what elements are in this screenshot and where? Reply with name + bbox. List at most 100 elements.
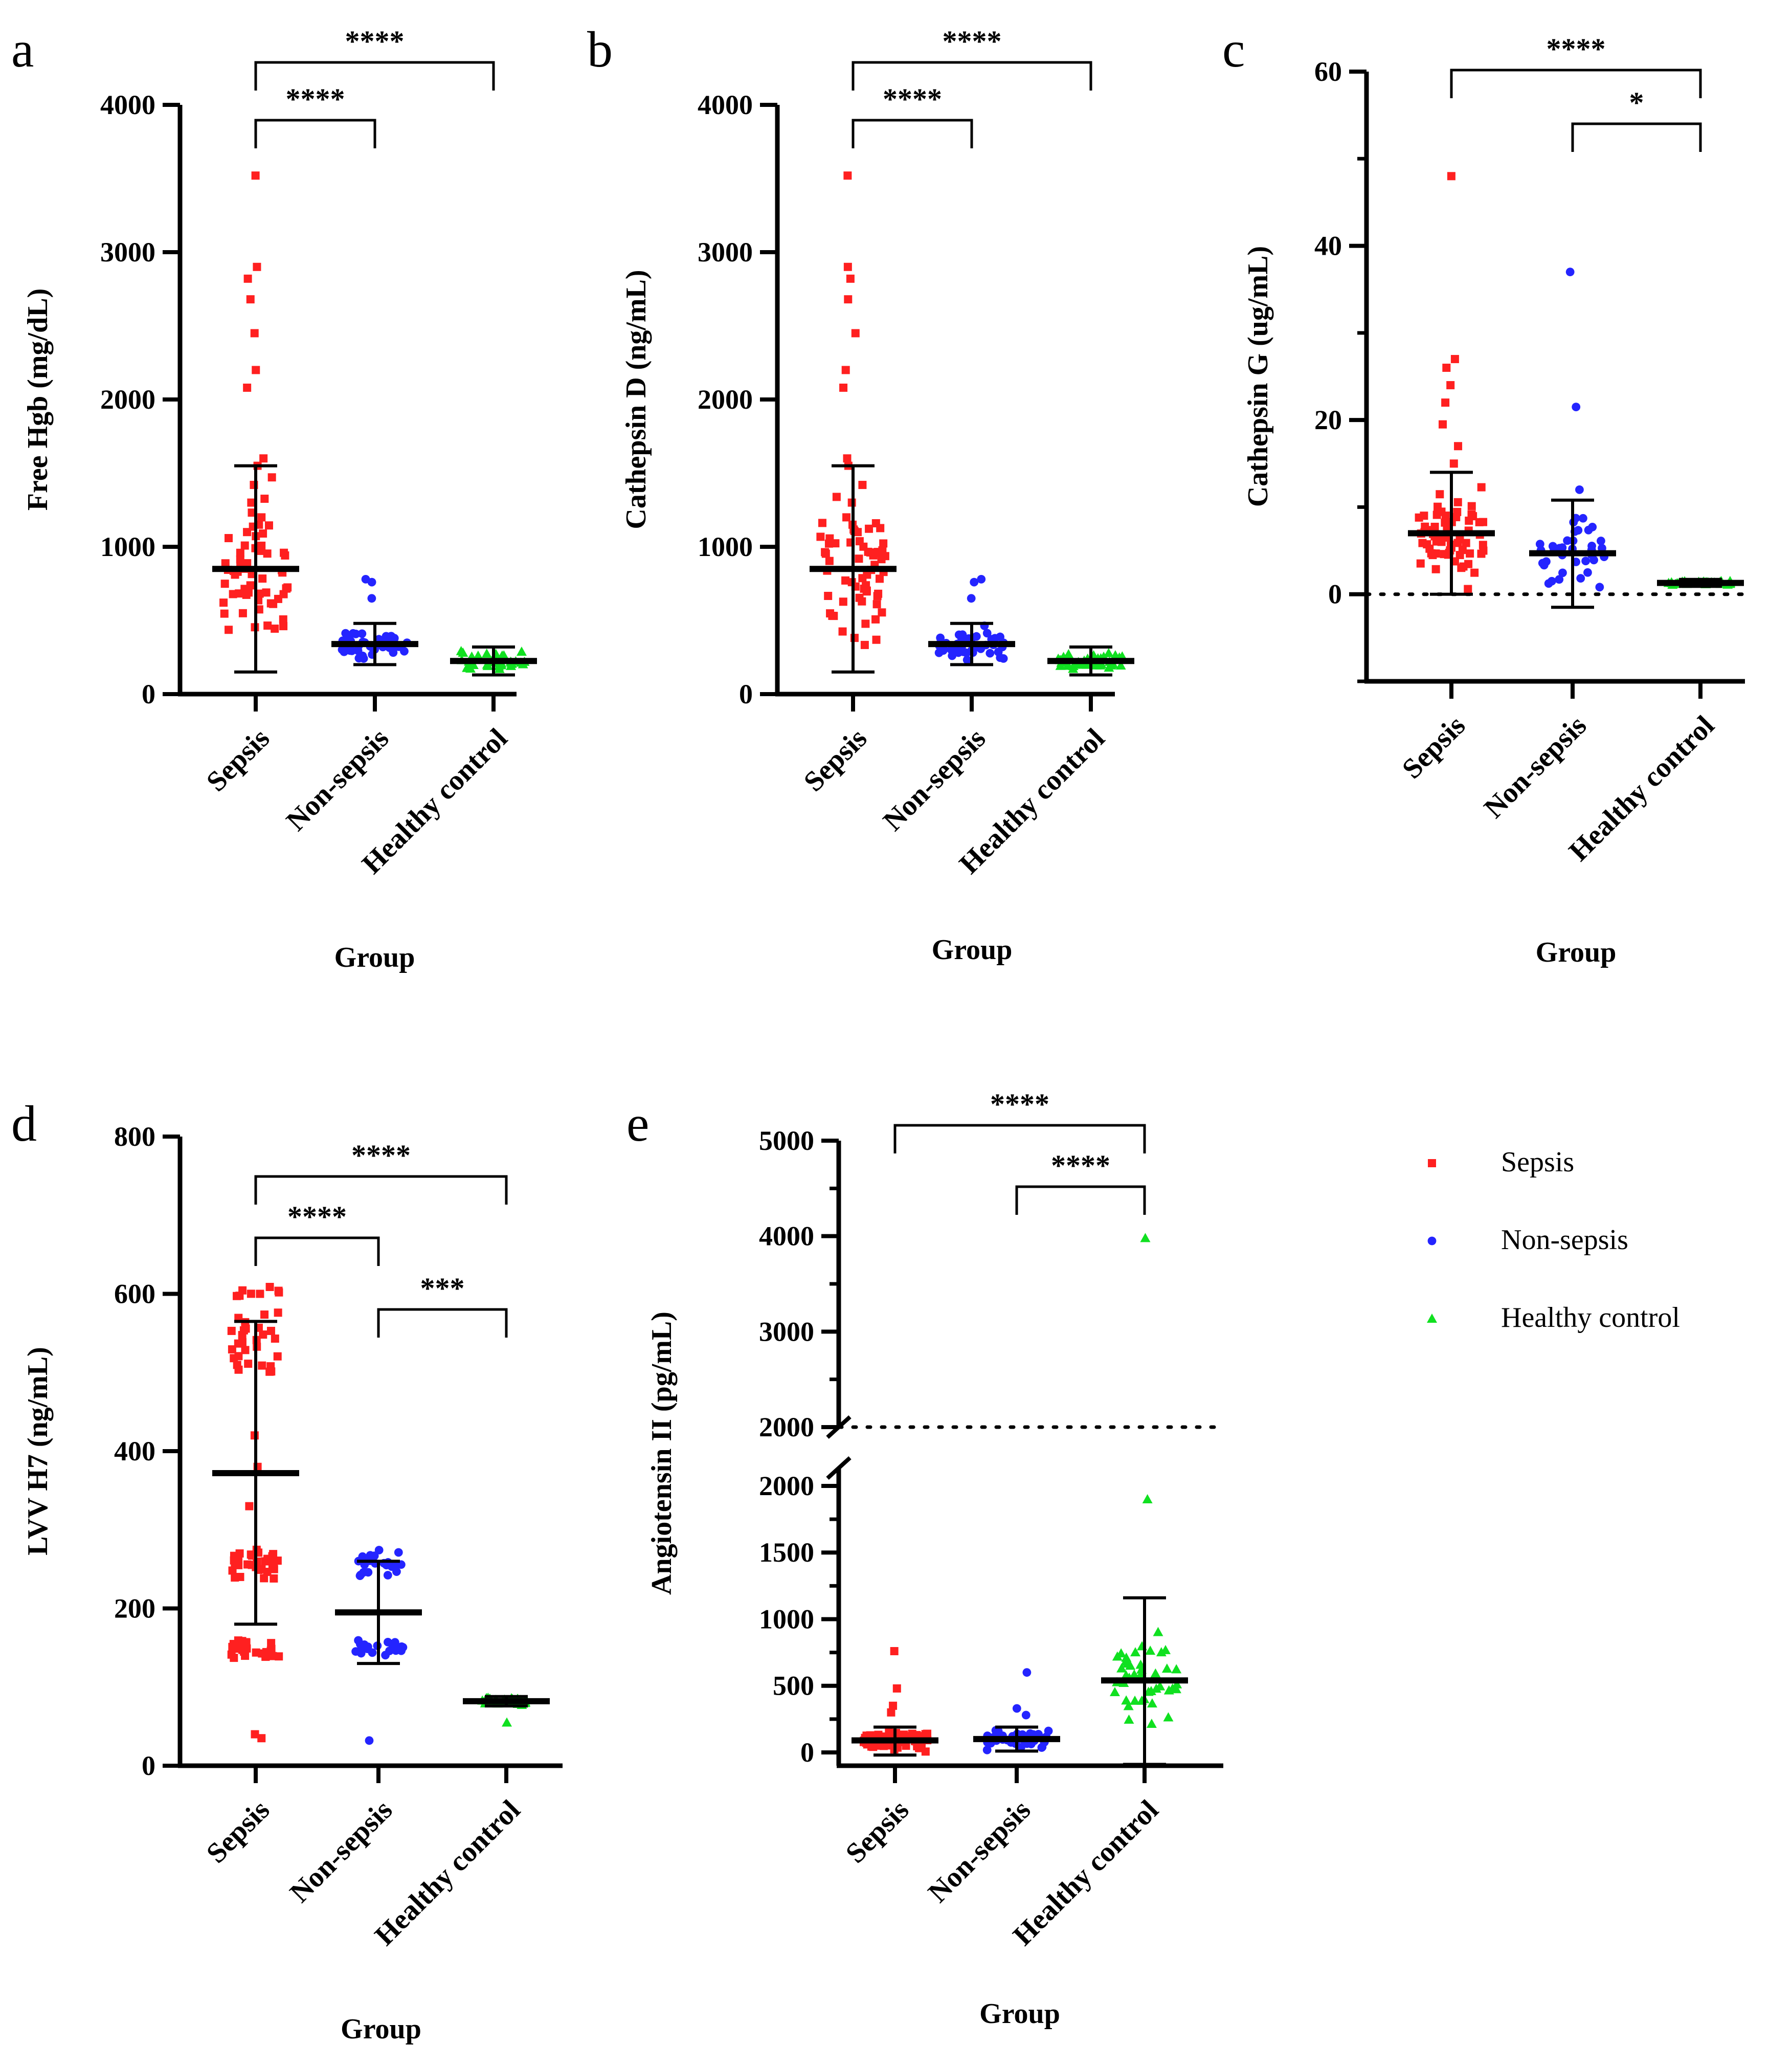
- data-point: [977, 574, 986, 584]
- data-point: [1475, 518, 1484, 526]
- y-tick-label: 1000: [698, 531, 753, 562]
- data-point: [855, 554, 863, 563]
- significance-label: ****: [1051, 1149, 1110, 1182]
- data-point: [496, 660, 507, 670]
- data-point: [1109, 1686, 1120, 1696]
- data-point: [1172, 1679, 1182, 1688]
- bracket-line: [852, 119, 973, 148]
- data-point: [1163, 1712, 1174, 1722]
- data-point: [890, 1647, 899, 1655]
- data-point: [873, 592, 882, 601]
- data-point: [1558, 568, 1567, 577]
- y-tick-label: 600: [114, 1279, 155, 1309]
- data-point: [1467, 510, 1476, 519]
- data-point: [1171, 1664, 1182, 1674]
- panel-a: a 0 1000 2000 3000 4000 Free Hgb (mg/dL) Sepsis…: [11, 21, 537, 973]
- data-point: [1140, 1233, 1151, 1242]
- data-point: [1449, 459, 1458, 468]
- x-axis-title: Group: [341, 2013, 421, 2045]
- data-point: [1123, 1701, 1134, 1710]
- data-point: [1581, 557, 1591, 566]
- data-point: [221, 559, 230, 568]
- data-point: [1588, 523, 1597, 531]
- data-point: [1147, 1698, 1157, 1708]
- panel-letter: c: [1222, 21, 1245, 78]
- data-point: [1124, 1714, 1134, 1724]
- data-point: [219, 598, 228, 607]
- data-point: [923, 1729, 932, 1738]
- data-point: [1453, 498, 1462, 506]
- series-non-sepsis: [351, 1546, 408, 1745]
- legend-item-non-sepsis: Non-sepsis: [1427, 1224, 1628, 1256]
- data-point: [482, 660, 493, 670]
- data-point: [269, 1550, 278, 1559]
- data-point: [1439, 420, 1447, 429]
- data-point: [1597, 537, 1605, 545]
- bracket-line: [1015, 1185, 1146, 1215]
- data-point: [1544, 579, 1553, 588]
- data-point: [271, 625, 279, 633]
- y-tick-label: 500: [773, 1671, 814, 1701]
- data-point: [947, 645, 956, 654]
- data-point: [255, 589, 264, 598]
- data-point: [865, 524, 873, 533]
- data-point: [860, 640, 869, 649]
- data-point: [843, 262, 852, 271]
- data-point: [1565, 268, 1575, 277]
- significance-bracket: ****: [1015, 1149, 1146, 1215]
- data-point: [238, 1286, 247, 1295]
- y-tick-label: 60: [1314, 56, 1342, 87]
- y-tick-label: 3000: [100, 237, 155, 268]
- axis-break-mark: [826, 1456, 852, 1480]
- data-point: [1161, 1663, 1172, 1673]
- significance-label: ****: [943, 25, 1002, 58]
- data-point: [274, 1308, 282, 1317]
- data-point: [367, 594, 376, 603]
- data-point: [1555, 575, 1564, 584]
- y-tick-label: 0: [800, 1737, 814, 1768]
- data-point: [1441, 398, 1450, 407]
- y-tick-label: 0: [142, 679, 155, 709]
- data-point: [1115, 660, 1126, 670]
- data-point: [872, 635, 881, 644]
- data-point: [270, 1574, 278, 1583]
- data-point: [502, 1717, 512, 1727]
- data-point: [227, 1650, 236, 1659]
- data-point: [270, 1565, 278, 1573]
- data-point: [842, 513, 851, 522]
- data-point: [871, 519, 880, 527]
- x-axis-title: Group: [932, 934, 1013, 966]
- data-point: [220, 580, 229, 588]
- x-axis-title: Group: [1536, 937, 1617, 968]
- data-point: [225, 626, 233, 634]
- data-point: [1436, 490, 1444, 499]
- data-point: [340, 647, 349, 656]
- bracket-line: [1571, 122, 1702, 152]
- data-point: [861, 619, 870, 628]
- data-point: [274, 594, 282, 603]
- data-point: [234, 1352, 243, 1361]
- data-point: [266, 599, 275, 608]
- data-point: [970, 577, 979, 587]
- data-point: [872, 600, 881, 609]
- y-tick-label: 0: [739, 679, 753, 709]
- data-point: [1026, 1729, 1035, 1738]
- data-point: [1012, 1704, 1021, 1713]
- bracket-line: [254, 119, 376, 148]
- y-tick-label: 2000: [759, 1412, 814, 1442]
- data-point: [381, 1651, 390, 1660]
- data-point: [231, 1573, 239, 1582]
- significance-bracket: ****: [852, 25, 1092, 91]
- data-point: [252, 366, 260, 374]
- data-point: [263, 1649, 272, 1658]
- x-tick-label-non-sepsis: Non-sepsis: [922, 1794, 1037, 1908]
- data-point: [247, 1290, 255, 1298]
- data-point: [818, 519, 826, 527]
- data-point: [271, 1334, 279, 1343]
- data-point: [879, 539, 888, 548]
- data-point: [238, 1338, 247, 1347]
- data-point: [1116, 1648, 1127, 1658]
- y-axis-title: Free Hgb (mg/dL): [22, 288, 54, 510]
- data-point: [843, 171, 852, 180]
